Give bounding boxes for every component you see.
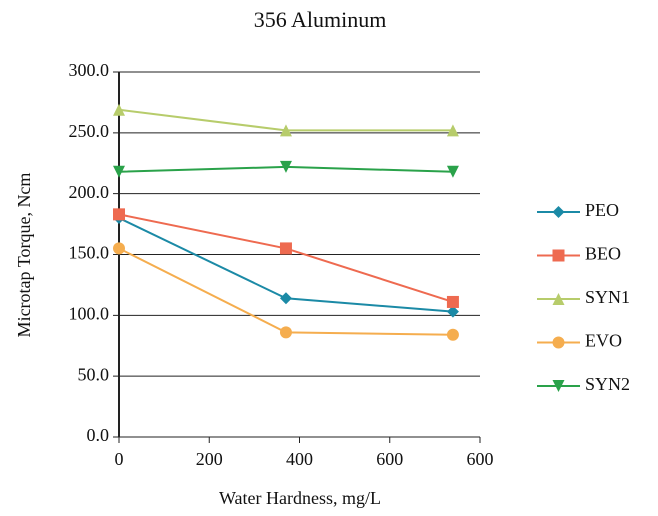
series-line: [118, 247, 453, 336]
data-point: [279, 326, 292, 339]
y-tick-label: 200.0: [69, 182, 110, 202]
legend-marker: [552, 249, 565, 262]
x-tick-label: 600: [376, 449, 403, 469]
legend-label: PEO: [585, 200, 619, 220]
legend-label: SYN1: [585, 287, 630, 307]
legend-marker: [552, 206, 565, 218]
y-tick-label: 300.0: [69, 60, 110, 80]
legend-marker: [552, 293, 565, 305]
data-point: [446, 305, 459, 318]
legend-label: EVO: [585, 331, 622, 351]
x-tick-label: 0: [115, 449, 124, 469]
legend-label: SYN2: [585, 374, 630, 394]
data-point: [279, 242, 292, 255]
data-point: [113, 208, 125, 221]
y-tick-label: 250.0: [69, 121, 110, 141]
data-point: [446, 328, 459, 341]
y-tick-label: 150.0: [69, 243, 110, 263]
data-point: [279, 292, 292, 305]
data-point: [113, 103, 125, 116]
y-tick-label: 100.0: [69, 303, 110, 323]
data-point: [446, 165, 459, 178]
x-axis-label: Water Hardness, mg/L: [219, 488, 381, 508]
y-tick-label: 0.0: [87, 425, 110, 445]
data-point: [446, 295, 459, 308]
legend-label: BEO: [585, 244, 621, 264]
data-point: [113, 242, 125, 255]
y-axis-label: Microtap Torque, Ncm: [14, 173, 34, 338]
legend-marker: [552, 380, 565, 392]
data-point: [279, 124, 292, 137]
x-tick-label: 600: [467, 449, 494, 469]
x-tick-label: 400: [286, 449, 313, 469]
legend-marker: [552, 336, 565, 349]
data-point: [446, 124, 459, 137]
y-tick-label: 50.0: [78, 364, 110, 384]
data-point: [279, 160, 292, 173]
chart-title: 356 Aluminum: [254, 7, 387, 32]
series-line: [118, 213, 454, 303]
x-tick-label: 200: [196, 449, 223, 469]
data-point: [113, 165, 125, 178]
